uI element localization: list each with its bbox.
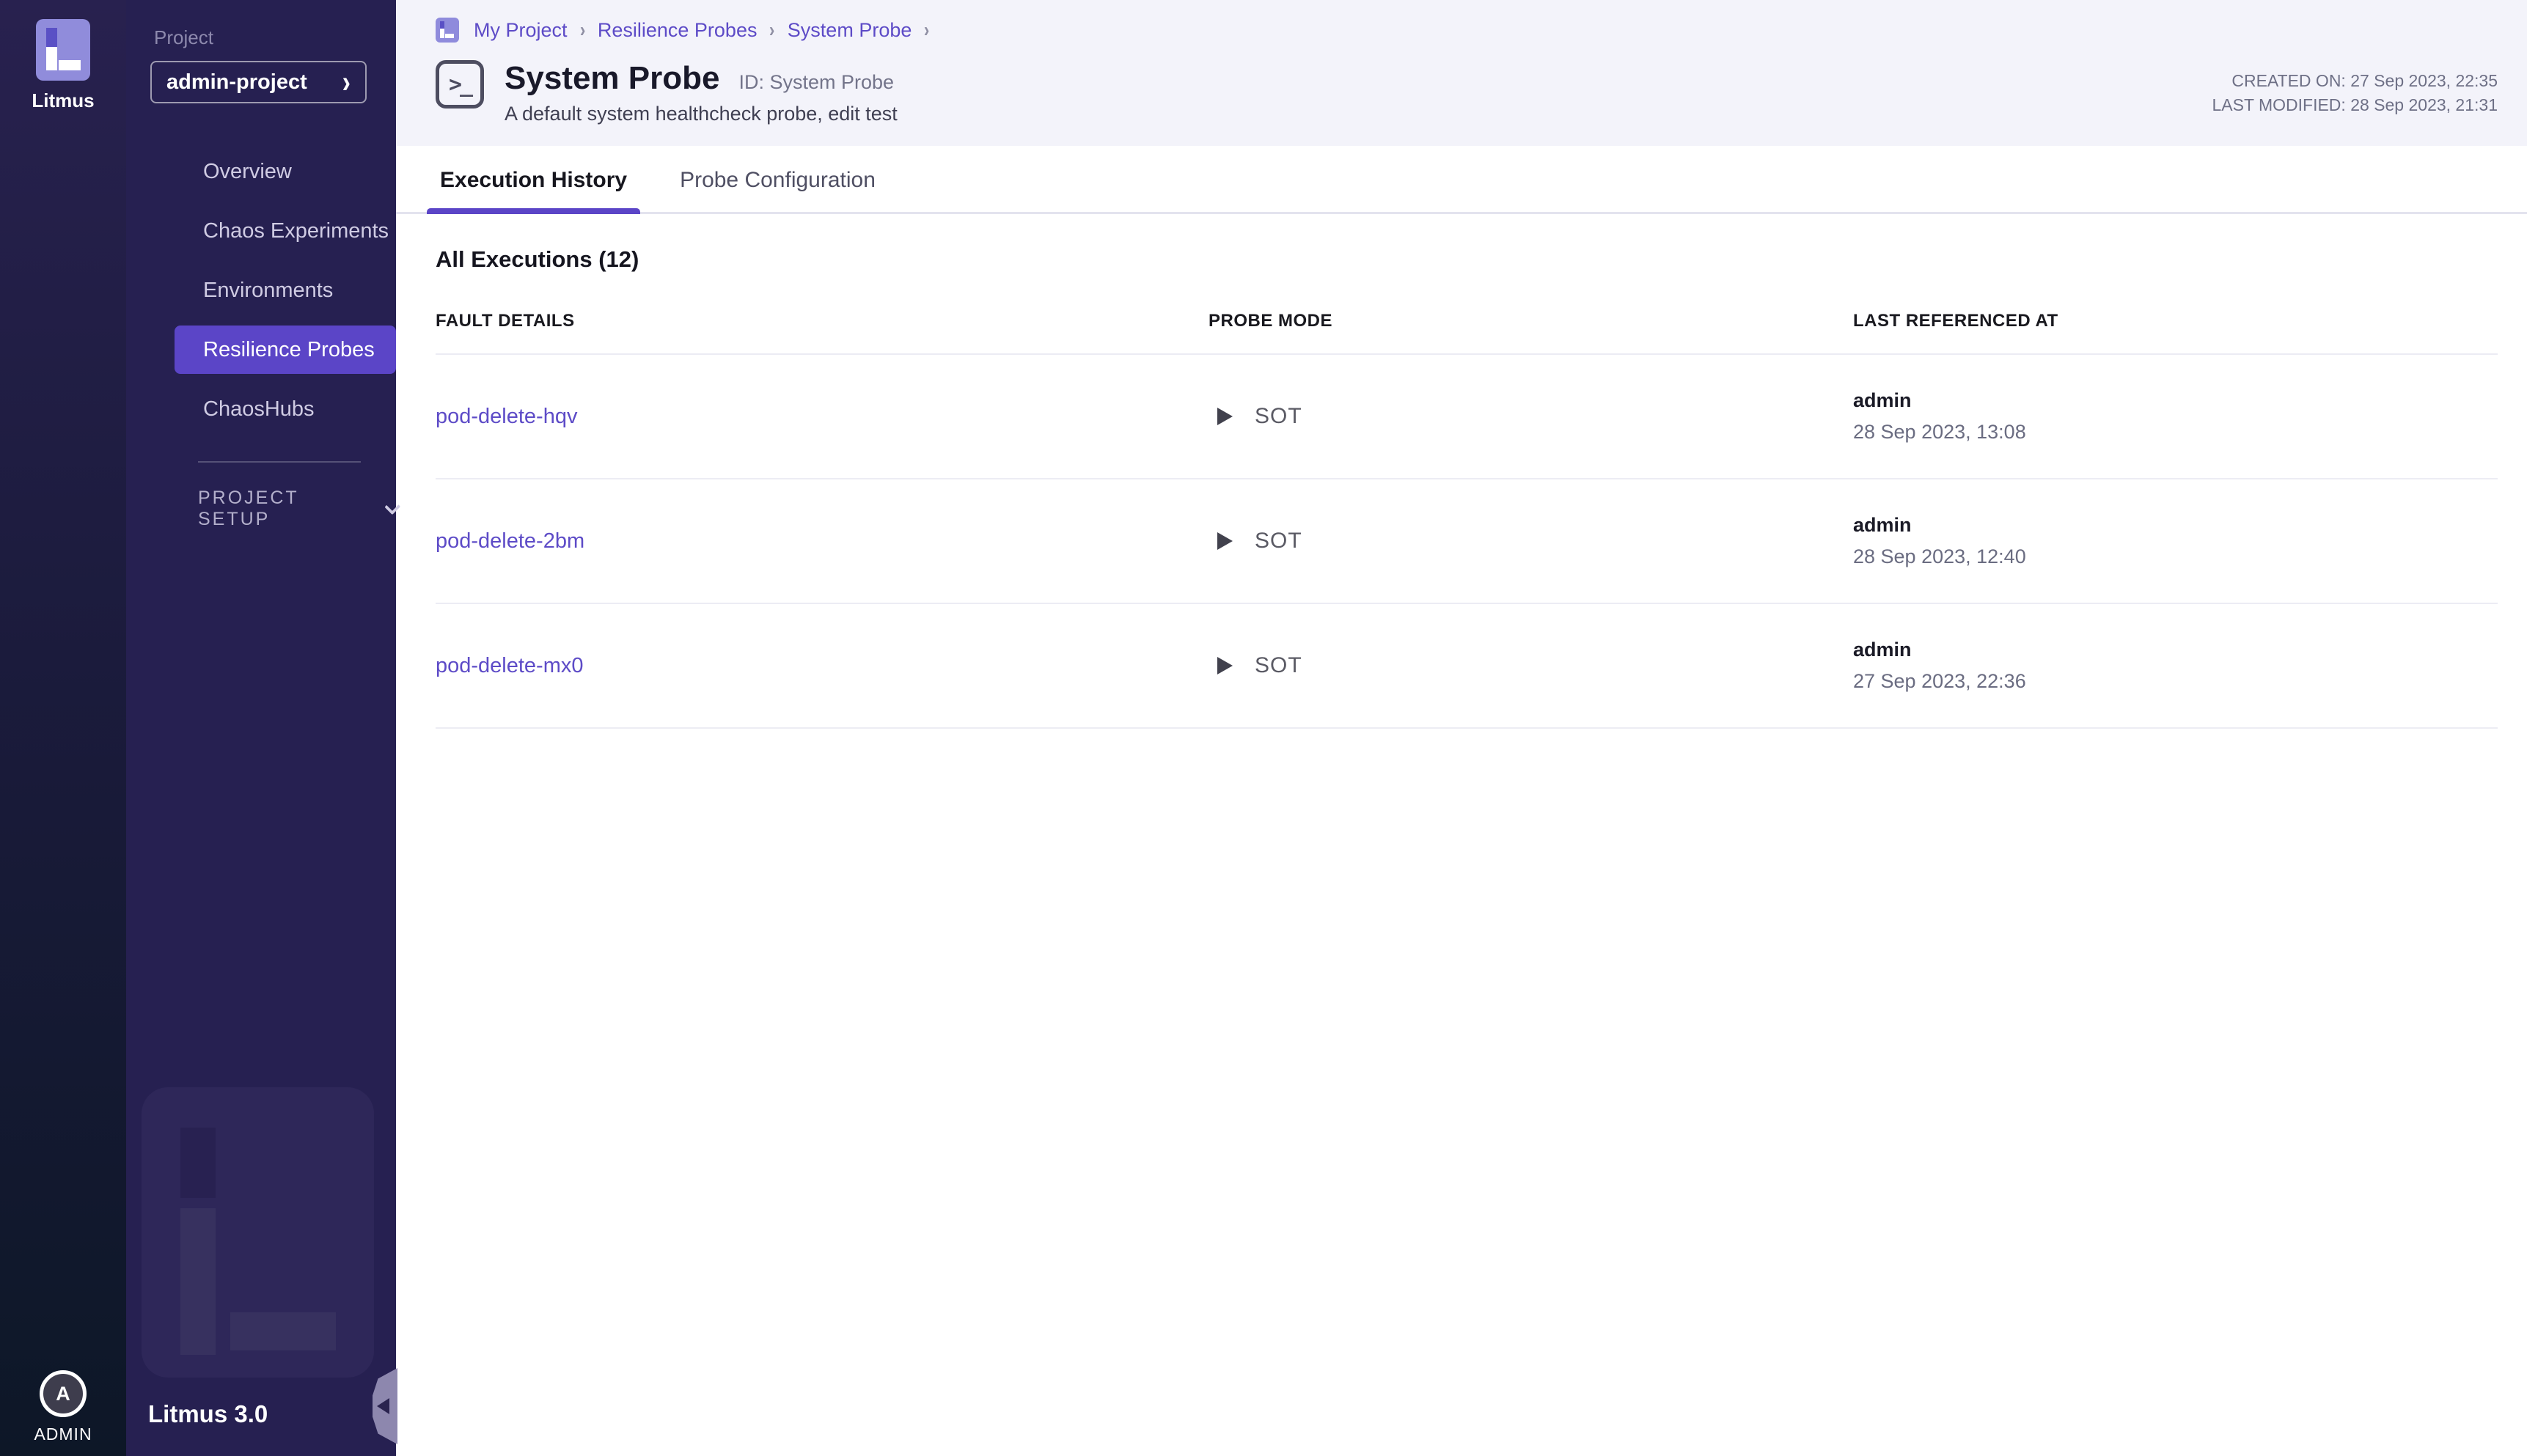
table-row: pod-delete-2bm SOT admin 28 Sep 2023, 12… bbox=[436, 479, 2498, 604]
sidebar-collapse-button[interactable] bbox=[373, 1368, 397, 1444]
project-setup-toggle[interactable]: PROJECT SETUP bbox=[198, 488, 401, 530]
last-modified: LAST MODIFIED: 28 Sep 2023, 21:31 bbox=[2212, 95, 2498, 114]
fault-name-link[interactable]: pod-delete-mx0 bbox=[436, 653, 584, 677]
brand-name: Litmus bbox=[32, 89, 95, 111]
sidebar: Project admin-project › Overview Chaos Ex… bbox=[126, 0, 401, 1456]
tab-probe-configuration[interactable]: Probe Configuration bbox=[680, 168, 876, 192]
expand-caret-icon[interactable] bbox=[1217, 408, 1233, 425]
probe-mode-value: SOT bbox=[1255, 653, 1302, 677]
probe-description: A default system healthcheck probe, edit… bbox=[505, 103, 898, 125]
executions-table: FAULT DETAILS PROBE MODE LAST REFERENCED… bbox=[436, 311, 2498, 729]
breadcrumb-link[interactable]: Resilience Probes bbox=[597, 18, 758, 41]
content: All Executions (12) FAULT DETAILS PROBE … bbox=[396, 214, 2527, 729]
column-last-referenced: LAST REFERENCED AT bbox=[1853, 311, 2058, 331]
page-header: My Project › Resilience Probes › System Prob… bbox=[396, 0, 2527, 146]
probe-id: ID: System Probe bbox=[738, 71, 895, 93]
nav-rail: Litmus A ADMIN bbox=[0, 0, 126, 1456]
logo-dot bbox=[46, 28, 57, 47]
collapse-arrow-icon bbox=[376, 1398, 389, 1414]
tab-bar: Execution History Probe Configuration bbox=[396, 146, 2527, 214]
last-referenced-cell: admin 28 Sep 2023, 12:40 bbox=[1853, 514, 2498, 568]
probe-mode-cell: SOT bbox=[1209, 653, 1853, 678]
litmus-watermark bbox=[142, 1087, 374, 1378]
sidebar-divider bbox=[198, 461, 361, 463]
project-name: admin-project bbox=[166, 70, 307, 94]
logo-hbar bbox=[59, 60, 81, 70]
referenced-at-time: 27 Sep 2023, 22:36 bbox=[1853, 670, 2026, 692]
table-header-row: FAULT DETAILS PROBE MODE LAST REFERENCED… bbox=[436, 311, 2498, 355]
breadcrumb-link[interactable]: System Probe bbox=[787, 18, 912, 41]
referenced-by-user: admin bbox=[1853, 639, 1912, 661]
fault-name-link[interactable]: pod-delete-2bm bbox=[436, 529, 585, 553]
referenced-at-time: 28 Sep 2023, 12:40 bbox=[1853, 545, 2026, 567]
probe-mode-value: SOT bbox=[1255, 529, 1302, 553]
table-row: pod-delete-hqv SOT admin 28 Sep 2023, 13… bbox=[436, 355, 2498, 479]
sidebar-item-resilience-probes[interactable]: Resilience Probes bbox=[175, 326, 396, 374]
last-referenced-cell: admin 27 Sep 2023, 22:36 bbox=[1853, 639, 2498, 693]
last-referenced-cell: admin 28 Sep 2023, 13:08 bbox=[1853, 389, 2498, 444]
sidebar-item-overview[interactable]: Overview bbox=[203, 159, 292, 183]
sidebar-nav: Overview Chaos Experiments Environments Res… bbox=[150, 147, 396, 433]
created-on: CREATED ON: 27 Sep 2023, 22:35 bbox=[2231, 71, 2498, 90]
breadcrumb-separator-icon: › bbox=[924, 18, 930, 41]
probe-mode-cell: SOT bbox=[1209, 529, 1853, 554]
probe-timestamps: CREATED ON: 27 Sep 2023, 22:35 LAST MODI… bbox=[2212, 69, 2498, 117]
table-body: pod-delete-hqv SOT admin 28 Sep 2023, 13… bbox=[436, 355, 2498, 729]
referenced-at-time: 28 Sep 2023, 13:08 bbox=[1853, 421, 2026, 443]
main-area: My Project › Resilience Probes › System Prob… bbox=[396, 0, 2527, 1456]
table-row: pod-delete-mx0 SOT admin 27 Sep 2023, 22… bbox=[436, 604, 2498, 729]
sidebar-item-chaos-experiments[interactable]: Chaos Experiments bbox=[203, 218, 389, 243]
avatar-initial: A bbox=[56, 1382, 70, 1405]
project-selector[interactable]: admin-project › bbox=[150, 61, 367, 103]
breadcrumb: My Project › Resilience Probes › System Prob… bbox=[436, 18, 2498, 43]
column-fault-details: FAULT DETAILS bbox=[436, 311, 575, 331]
litmus-logo-icon[interactable] bbox=[36, 19, 90, 81]
breadcrumb-separator-icon: › bbox=[579, 18, 585, 41]
user-avatar[interactable]: A bbox=[40, 1370, 87, 1417]
sidebar-item-environments[interactable]: Environments bbox=[203, 278, 334, 302]
tab-execution-history[interactable]: Execution History bbox=[426, 146, 641, 214]
probe-mode-value: SOT bbox=[1255, 404, 1302, 428]
page-title: System Probe bbox=[505, 60, 720, 96]
terminal-icon: >_ bbox=[436, 60, 484, 109]
expand-caret-icon[interactable] bbox=[1217, 532, 1233, 550]
version-label: Litmus 3.0 bbox=[148, 1400, 268, 1427]
user-label: ADMIN bbox=[34, 1424, 92, 1444]
referenced-by-user: admin bbox=[1853, 514, 1912, 536]
breadcrumb-link[interactable]: My Project bbox=[474, 18, 568, 41]
logo-vbar bbox=[46, 47, 57, 70]
breadcrumb-separator-icon: › bbox=[769, 18, 775, 41]
sidebar-item-chaoshubs[interactable]: ChaosHubs bbox=[203, 397, 315, 421]
probe-mode-cell: SOT bbox=[1209, 404, 1853, 429]
project-label: Project bbox=[154, 26, 213, 48]
chevron-right-icon: › bbox=[342, 65, 351, 100]
breadcrumb-logo-icon bbox=[436, 18, 459, 43]
referenced-by-user: admin bbox=[1853, 389, 1912, 411]
project-setup-label: PROJECT SETUP bbox=[198, 488, 299, 529]
executions-heading: All Executions (12) bbox=[436, 246, 639, 272]
column-probe-mode: PROBE MODE bbox=[1209, 311, 1333, 331]
fault-name-link[interactable]: pod-delete-hqv bbox=[436, 404, 578, 428]
expand-caret-icon[interactable] bbox=[1217, 657, 1233, 674]
